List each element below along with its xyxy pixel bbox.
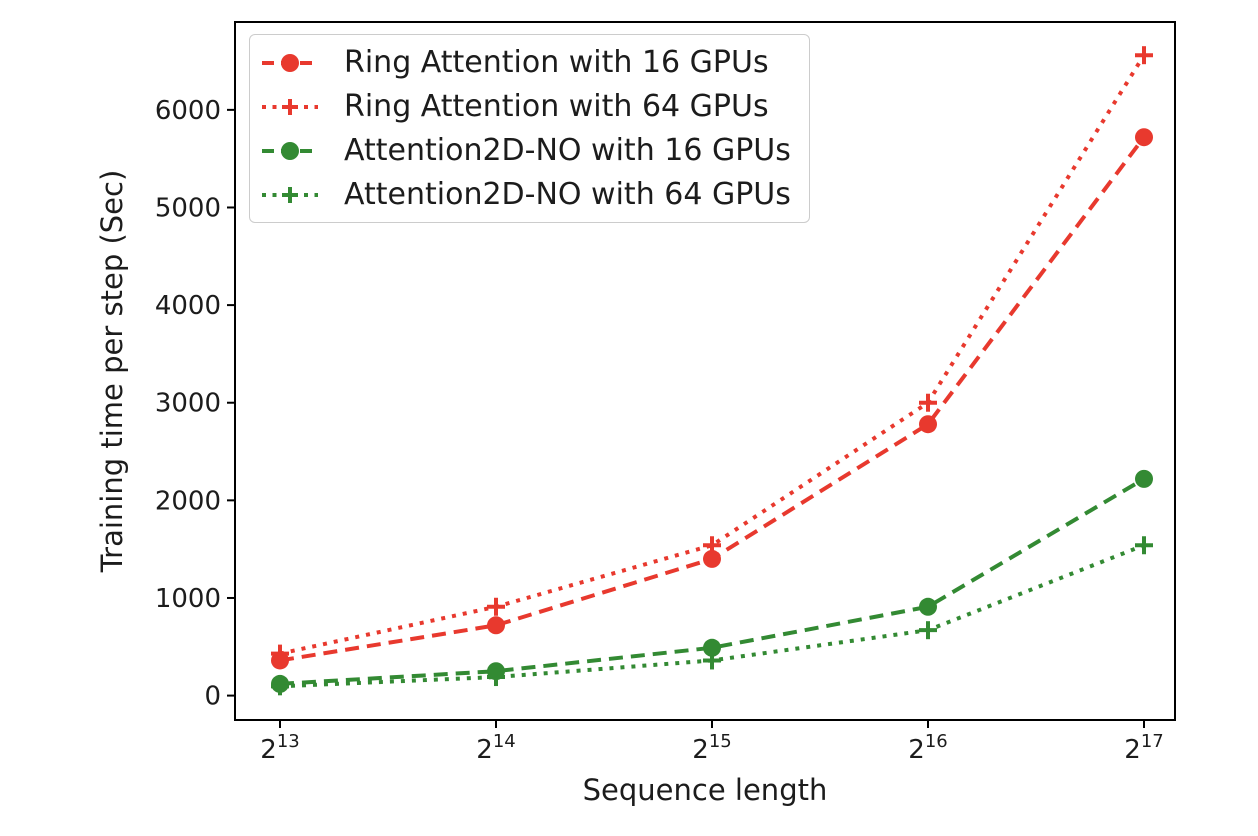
x-tick-label: 213 [260, 731, 299, 765]
x-tick-label: 217 [1124, 731, 1163, 765]
legend-item: Attention2D-NO with 16 GPUs [262, 130, 791, 171]
data-point-plus [919, 621, 937, 640]
data-point-circle [919, 597, 937, 616]
data-point-plus [1135, 46, 1153, 65]
legend-item: Ring Attention with 16 GPUs [262, 42, 791, 83]
y-tick-label: 4000 [155, 291, 221, 321]
data-point-circle [1135, 128, 1153, 147]
series-line [279, 477, 1146, 686]
y-axis-label: Training time per step (Sec) [95, 169, 129, 573]
data-point-plus [703, 651, 721, 670]
y-tick-label: 5000 [155, 193, 221, 223]
legend-label: Ring Attention with 16 GPUs [344, 45, 769, 80]
legend-sample-ring-64-icon [262, 98, 318, 115]
legend-item: Attention2D-NO with 64 GPUs [262, 174, 791, 215]
x-tick-label: 215 [692, 731, 731, 765]
series-ring-attention-with-64-gpus [271, 46, 1153, 663]
series-attention2d-no-with-64-gpus [271, 536, 1153, 696]
legend-item: Ring Attention with 64 GPUs [262, 86, 791, 127]
plot-frame [234, 21, 1176, 721]
data-point-plus [919, 393, 937, 412]
data-point-plus [1135, 536, 1153, 555]
y-tick-label: 6000 [155, 96, 221, 126]
legend-sample-attention2d-16-icon [262, 141, 318, 160]
legend-sample-attention2d-64-icon [262, 186, 318, 203]
data-point-plus [487, 668, 505, 687]
legend-sample-ring-16-icon [262, 53, 318, 72]
y-axis-ticks: 0 1000 2000 3000 4000 5000 6000 [155, 96, 235, 712]
data-point-circle [919, 415, 937, 434]
data-point-circle [487, 616, 505, 635]
legend-label: Attention2D-NO with 64 GPUs [344, 177, 791, 212]
y-tick-label: 3000 [155, 389, 221, 419]
y-tick-label: 0 [204, 682, 221, 712]
y-tick-label: 1000 [155, 584, 221, 614]
series-ring-attention-with-16-gpus [271, 128, 1153, 670]
legend: Ring Attention with 16 GPUs Ring Attenti… [249, 34, 810, 223]
x-axis-ticks: 213 214 215 216 217 [260, 720, 1164, 765]
legend-label: Attention2D-NO with 16 GPUs [344, 133, 791, 168]
data-point-circle [1135, 469, 1153, 488]
x-tick-label: 214 [476, 731, 515, 765]
data-point-circle [703, 638, 721, 657]
y-tick-label: 2000 [155, 486, 221, 516]
data-point-plus [271, 644, 289, 663]
data-point-circle [703, 549, 721, 568]
x-axis-label: Sequence length [582, 773, 828, 807]
x-tick-label: 216 [908, 731, 947, 765]
legend-label: Ring Attention with 64 GPUs [344, 89, 769, 124]
data-point-plus [703, 536, 721, 555]
data-point-plus [487, 597, 505, 616]
data-point-plus [271, 677, 289, 696]
